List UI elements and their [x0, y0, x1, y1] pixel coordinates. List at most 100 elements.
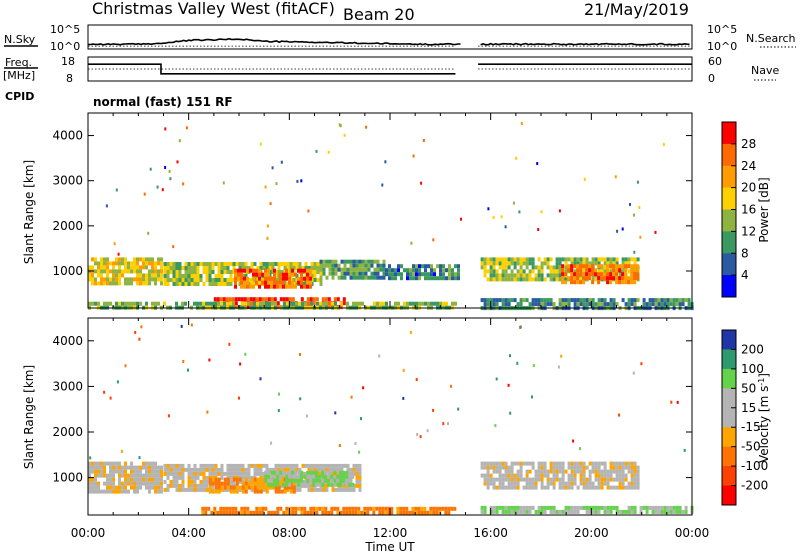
- heatmap-cell: [243, 268, 246, 273]
- heatmap-cell: [340, 301, 343, 306]
- heatmap-cell: [148, 269, 151, 274]
- heatmap-cell: [109, 261, 112, 266]
- heatmap-cell: [136, 301, 139, 306]
- heatmap-cell: [187, 475, 191, 480]
- heatmap-cell: [270, 284, 273, 289]
- heatmap-cell: [339, 510, 343, 515]
- heatmap-cell: [651, 509, 655, 514]
- heatmap-cell: [247, 266, 251, 270]
- heatmap-cell: [303, 276, 306, 281]
- heatmap-cell: [588, 485, 592, 490]
- echo-point: [381, 183, 384, 187]
- heatmap-cell: [142, 477, 145, 482]
- heatmap-cell: [486, 302, 490, 307]
- heatmap-cell: [279, 297, 283, 302]
- heatmap-cell: [415, 268, 418, 273]
- heatmap-cell: [579, 261, 583, 266]
- heatmap-cell: [178, 270, 182, 274]
- heatmap-cell: [232, 471, 236, 476]
- heatmap-cell: [294, 474, 298, 479]
- heatmap-cell: [591, 277, 595, 282]
- heatmap-cell: [391, 268, 394, 273]
- heatmap-cell: [358, 263, 362, 268]
- heatmap-cell: [615, 477, 619, 482]
- heatmap-cell: [285, 276, 288, 281]
- heatmap-cell: [148, 481, 151, 486]
- heatmap-cell: [163, 266, 167, 270]
- heatmap-cell: [256, 266, 260, 270]
- heatmap-cell: [417, 506, 421, 511]
- heatmap-cell: [492, 477, 496, 482]
- heatmap-cell: [373, 259, 377, 264]
- heatmap-cell: [190, 479, 194, 484]
- heatmap-cell: [321, 510, 325, 515]
- heatmap-cell: [439, 272, 442, 277]
- heatmap-cell: [259, 485, 263, 490]
- heatmap-cell: [340, 259, 344, 264]
- heatmap-cell: [310, 262, 314, 266]
- heatmap-cell: [358, 467, 362, 472]
- heatmap-cell: [531, 505, 535, 510]
- heatmap-cell: [687, 298, 691, 303]
- heatmap-cell: [273, 280, 276, 285]
- heatmap-cell: [501, 461, 505, 466]
- echo-point: [206, 410, 209, 414]
- heatmap-cell: [370, 271, 374, 276]
- echo-point: [365, 125, 368, 129]
- heatmap-cell: [624, 465, 628, 470]
- heatmap-cell: [235, 471, 239, 476]
- heatmap-cell: [627, 505, 631, 510]
- heatmap-cell: [208, 489, 212, 494]
- heatmap-cell: [507, 273, 511, 278]
- heatmap-cell: [357, 510, 361, 515]
- heatmap-cell: [327, 470, 331, 475]
- heatmap-cell: [507, 277, 511, 282]
- heatmap-cell: [543, 465, 547, 470]
- heatmap-cell: [157, 473, 160, 478]
- heatmap-cell: [534, 277, 538, 282]
- heatmap-cell: [651, 505, 655, 510]
- heatmap-cell: [364, 271, 368, 276]
- heatmap-cell: [223, 301, 226, 306]
- heatmap-cell: [573, 298, 577, 303]
- heatmap-cell: [507, 505, 511, 510]
- velocity-colorbar-label-main: Velocity [m s: [757, 386, 771, 463]
- heatmap-cell: [175, 270, 179, 274]
- heatmap-cell: [594, 465, 598, 470]
- heatmap-cell: [88, 473, 91, 478]
- heatmap-cell: [252, 297, 256, 302]
- heatmap-cell: [157, 481, 160, 486]
- heatmap-cell: [439, 301, 442, 306]
- heatmap-cell: [591, 257, 595, 262]
- freq-unit-label: [MHz]: [3, 69, 35, 82]
- heatmap-cell: [115, 489, 118, 494]
- heatmap-cell: [319, 467, 323, 472]
- heatmap-cell: [537, 265, 541, 270]
- heatmap-cell: [588, 461, 592, 466]
- heatmap-cell: [594, 257, 598, 262]
- heatmap-cell: [256, 481, 260, 486]
- heatmap-cell: [202, 270, 206, 274]
- heatmap-cell: [418, 268, 421, 273]
- heatmap-cell: [531, 477, 535, 482]
- heatmap-cell: [495, 461, 499, 466]
- heatmap-cell: [360, 510, 364, 515]
- heatmap-cell: [405, 510, 409, 515]
- heatmap-cell: [603, 261, 607, 266]
- heatmap-cell: [103, 265, 106, 270]
- heatmap-cell: [624, 276, 628, 281]
- echo-point: [532, 364, 535, 368]
- heatmap-cell: [573, 272, 577, 277]
- heatmap-cell: [429, 510, 433, 515]
- colorbar-swatch: [722, 446, 736, 467]
- heatmap-cell: [238, 262, 242, 266]
- heatmap-cell: [241, 485, 245, 490]
- heatmap-cell: [570, 461, 574, 466]
- heatmap-cell: [334, 301, 337, 306]
- heatmap-cell: [609, 264, 613, 269]
- heatmap-cell: [235, 467, 239, 472]
- heatmap-cell: [519, 477, 523, 482]
- heatmap-cell: [334, 267, 338, 272]
- heatmap-cell: [127, 481, 130, 486]
